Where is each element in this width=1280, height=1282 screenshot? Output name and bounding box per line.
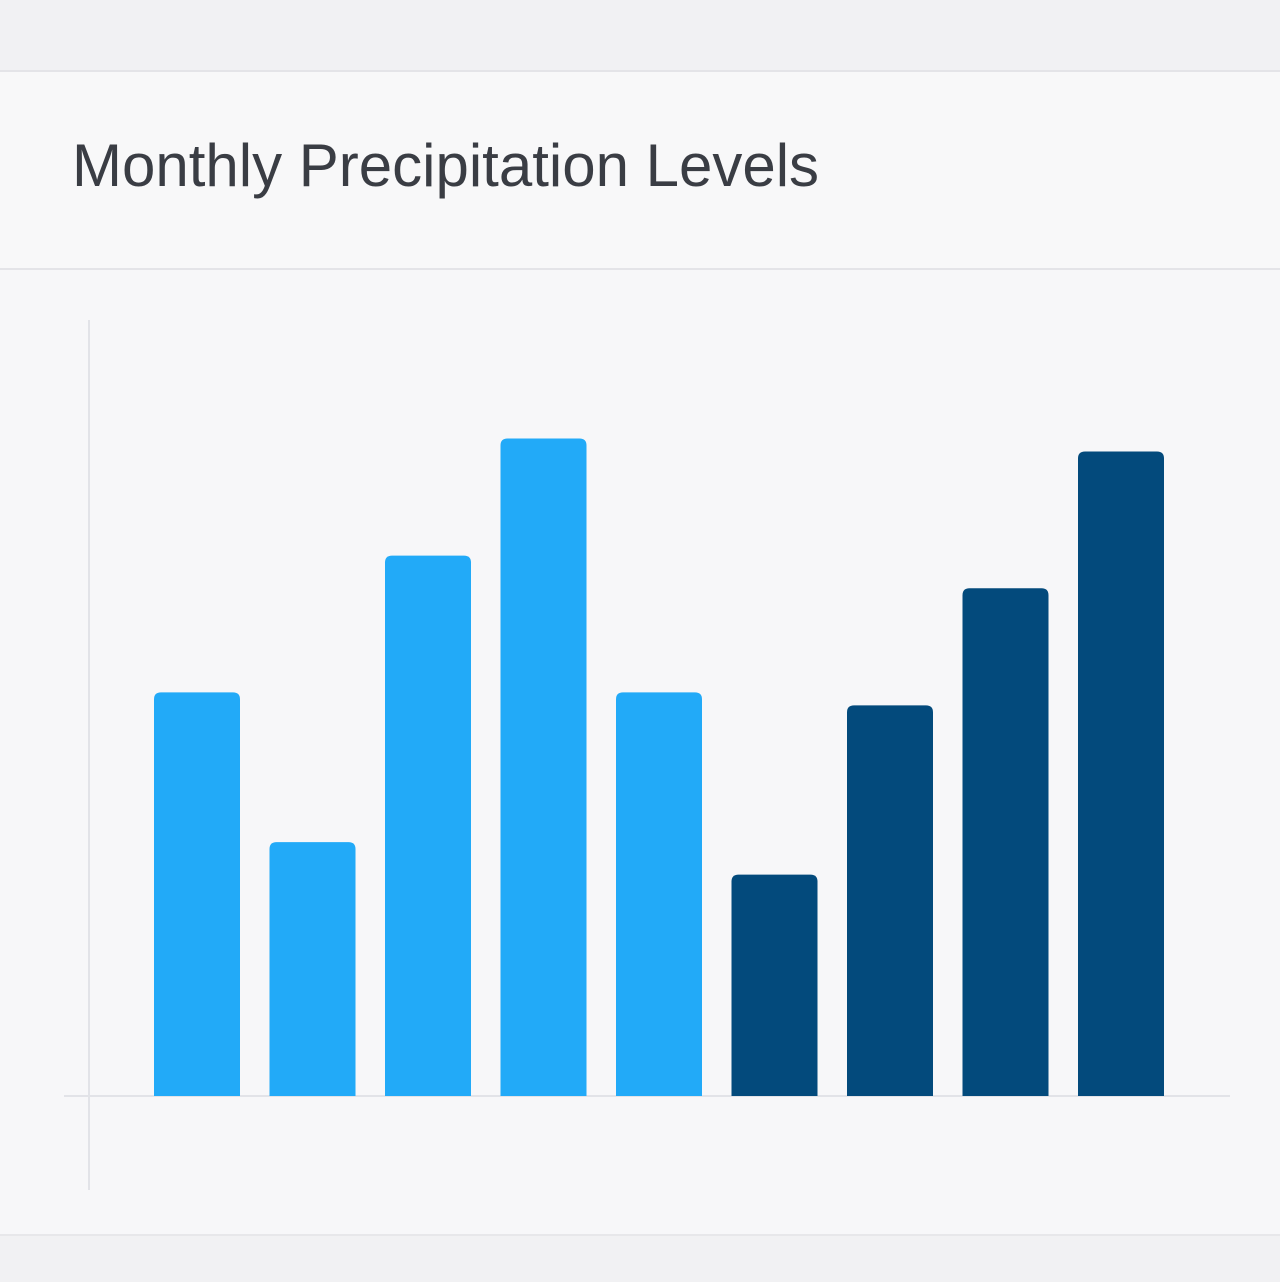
bottom-bar — [0, 1234, 1280, 1282]
bar-3 — [385, 555, 471, 1096]
top-bar — [0, 0, 1280, 72]
bar-8 — [962, 588, 1049, 1096]
bar-1 — [154, 692, 240, 1096]
bar-5 — [616, 692, 702, 1096]
bar-series — [154, 438, 1164, 1096]
bar-6 — [731, 874, 818, 1096]
bar-2 — [269, 842, 356, 1096]
bar-9 — [1078, 451, 1164, 1096]
bar-4 — [500, 438, 587, 1096]
bar-7 — [847, 705, 933, 1096]
chart-header — [0, 72, 1280, 270]
page-title: Monthly Precipitation Levels — [72, 132, 820, 199]
